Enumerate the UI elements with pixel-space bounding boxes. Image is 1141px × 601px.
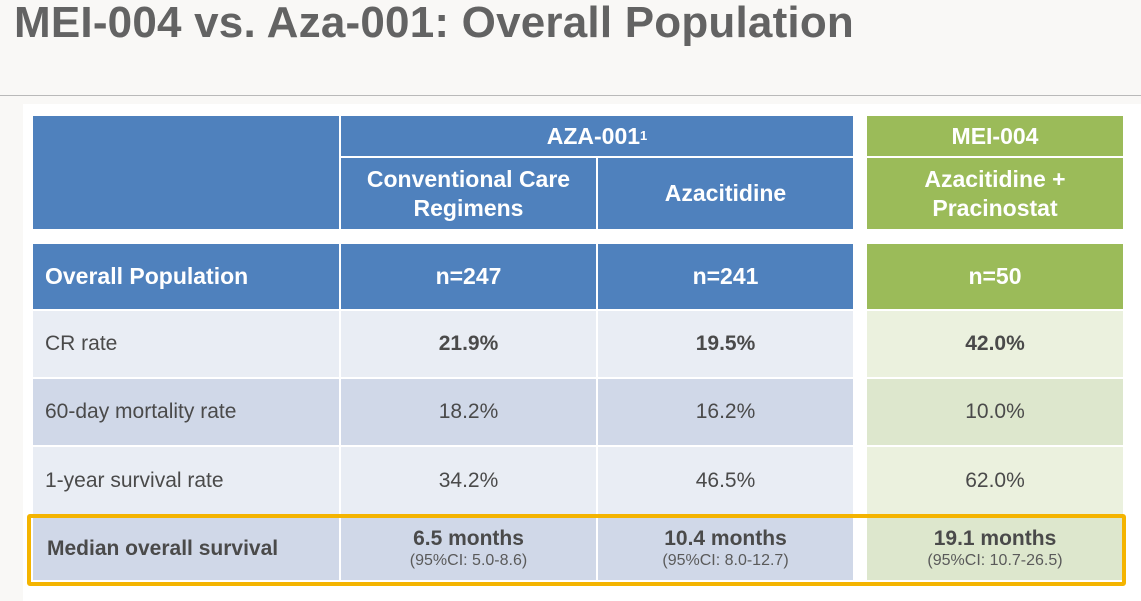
azacitidine-label: Azacitidine (664, 180, 787, 206)
ci-azacitidine: (95%CI: 8.0-12.7) (662, 552, 789, 569)
header-conventional-care: Conventional Care Regimens (341, 158, 596, 229)
mortality-combo: 10.0% (965, 400, 1025, 423)
aza-001-label: AZA-001 (546, 122, 641, 149)
header-aza-001: AZA-001 1 (341, 116, 853, 156)
population-value: n=241 (692, 263, 759, 289)
header-mei-004: MEI-004 (867, 116, 1123, 156)
one-year-survival-conventional: 34.2% (438, 468, 499, 492)
mortality-azacitidine: 16.2% (695, 400, 756, 423)
mei-004-label: MEI-004 (951, 122, 1039, 149)
table-cell: 10.0% (867, 379, 1123, 445)
row-label-overall-population: Overall Population (33, 244, 339, 309)
table-cell: 34.2% (341, 447, 596, 514)
median-survival-combo: 19.1 months (933, 527, 1057, 550)
table-cell: 62.0% (867, 447, 1123, 514)
table-cell: 6.5 months (95%CI: 5.0-8.6) (341, 518, 596, 580)
population-value: n=247 (435, 263, 502, 289)
table-cell: 19.1 months (95%CI: 10.7-26.5) (867, 518, 1123, 580)
conventional-care-label: Conventional Care Regimens (366, 165, 571, 221)
population-value: n=50 (968, 263, 1022, 289)
one-year-survival-azacitidine: 46.5% (695, 468, 756, 492)
combo-label: Azacitidine + Pracinostat (924, 165, 1066, 221)
ci-combo: (95%CI: 10.7-26.5) (927, 552, 1063, 569)
table-cell: 42.0% (867, 311, 1123, 377)
table-cell: 18.2% (341, 379, 596, 445)
table-row-label: CR rate (33, 311, 339, 377)
header-azacitidine-pracinostat: Azacitidine + Pracinostat (867, 158, 1123, 229)
header-azacitidine: Azacitidine (598, 158, 853, 229)
mortality-label: 60-day mortality rate (45, 400, 237, 423)
table-row-label: Median overall survival (33, 518, 339, 580)
median-survival-azacitidine: 10.4 months (664, 527, 787, 550)
cr-rate-azacitidine: 19.5% (695, 332, 756, 355)
table-cell: 10.4 months (95%CI: 8.0-12.7) (598, 518, 853, 580)
slide-title: MEI-004 vs. Aza-001: Overall Population (14, 0, 854, 47)
table-cell: 21.9% (341, 311, 596, 377)
cr-rate-label: CR rate (45, 332, 118, 355)
header-corner (33, 116, 339, 229)
population-conventional: n=247 (341, 244, 596, 309)
table-cell: 46.5% (598, 447, 853, 514)
ci-conventional: (95%CI: 5.0-8.6) (409, 552, 528, 569)
population-combo: n=50 (867, 244, 1123, 309)
title-divider (0, 95, 1141, 96)
mortality-conventional: 18.2% (438, 400, 499, 423)
median-survival-conventional: 6.5 months (413, 527, 524, 550)
population-azacitidine: n=241 (598, 244, 853, 309)
cr-rate-combo: 42.0% (965, 332, 1025, 355)
table-cell: 16.2% (598, 379, 853, 445)
table-row-label: 1-year survival rate (33, 447, 339, 514)
median-survival-label: Median overall survival (47, 537, 279, 560)
one-year-survival-combo: 62.0% (965, 468, 1025, 492)
table-cell: 19.5% (598, 311, 853, 377)
one-year-survival-label: 1-year survival rate (45, 468, 224, 492)
table-row-label: 60-day mortality rate (33, 379, 339, 445)
overall-population-label: Overall Population (45, 263, 249, 289)
cr-rate-conventional: 21.9% (438, 332, 499, 355)
